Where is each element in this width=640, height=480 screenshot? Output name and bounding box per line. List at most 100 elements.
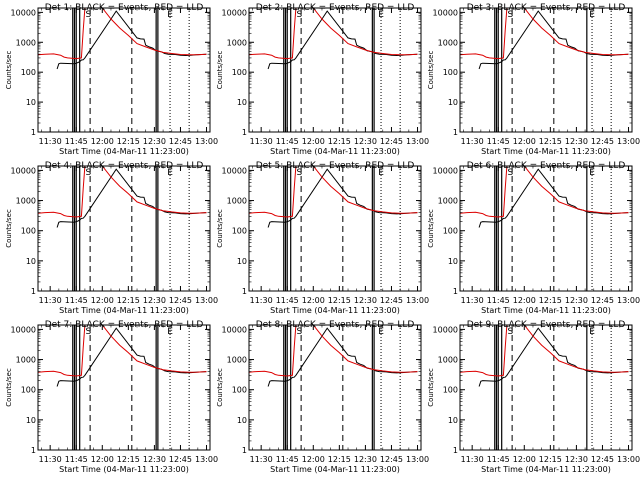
x-tick-label: 12:30 bbox=[354, 137, 377, 146]
x-tick-label: 12:00 bbox=[302, 296, 325, 305]
y-tick-label: 10000 bbox=[433, 325, 458, 334]
x-tick-label: 12:15 bbox=[539, 137, 562, 146]
y-tick-label: 1 bbox=[31, 446, 36, 455]
x-tick-label: 11:30 bbox=[461, 137, 484, 146]
panel-title: Det 6: BLACK = Events, RED = LLD bbox=[467, 161, 626, 171]
series-events-line bbox=[478, 168, 629, 228]
x-tick-label: 12:45 bbox=[591, 137, 614, 146]
marker-s: S bbox=[86, 327, 92, 337]
panel-title: Det 2: BLACK = Events, RED = LLD bbox=[256, 3, 415, 13]
marker-s: S bbox=[508, 327, 514, 337]
y-axis-label: Counts/sec bbox=[427, 51, 435, 90]
x-tick-label: 12:45 bbox=[591, 455, 614, 464]
x-tick-label: 11:45 bbox=[65, 137, 88, 146]
panel-title: Det 8: BLACK = Events, RED = LLD bbox=[256, 320, 415, 330]
x-tick-label: 12:15 bbox=[539, 296, 562, 305]
plot-frame bbox=[37, 7, 211, 133]
panel-title: Det 5: BLACK = Events, RED = LLD bbox=[256, 161, 415, 171]
marker-s: S bbox=[297, 168, 303, 178]
x-tick-label: 11:30 bbox=[39, 455, 62, 464]
series-lld-line bbox=[459, 7, 629, 60]
y-tick-label: 100 bbox=[443, 227, 458, 236]
y-axis-label: Counts/sec bbox=[5, 51, 13, 90]
marker-e: E bbox=[378, 168, 384, 178]
x-tick-label: 11:30 bbox=[461, 455, 484, 464]
y-tick-label: 1 bbox=[453, 287, 458, 296]
y-tick-label: 10000 bbox=[222, 325, 247, 334]
marker-e: E bbox=[589, 168, 595, 178]
x-axis-label: Start Time (04-Mar-11 11:23:00) bbox=[270, 147, 400, 156]
marker-e: E bbox=[589, 327, 595, 337]
x-tick-label: 13:00 bbox=[195, 296, 218, 305]
x-tick-label: 12:30 bbox=[143, 296, 166, 305]
x-axis-label: Start Time (04-Mar-11 11:23:00) bbox=[59, 465, 189, 474]
x-tick-label: 12:45 bbox=[591, 296, 614, 305]
x-tick-label: 13:00 bbox=[195, 455, 218, 464]
y-tick-label: 10000 bbox=[222, 8, 247, 17]
y-tick-label: 1 bbox=[453, 128, 458, 137]
x-tick-label: 12:00 bbox=[91, 455, 114, 464]
series-lld-line bbox=[459, 324, 629, 377]
y-tick-label: 10000 bbox=[433, 8, 458, 17]
y-tick-label: 1000 bbox=[438, 356, 458, 365]
y-tick-label: 100 bbox=[443, 386, 458, 395]
series-lld-line bbox=[459, 165, 629, 218]
y-tick-label: 1 bbox=[31, 287, 36, 296]
x-tick-label: 12:30 bbox=[354, 296, 377, 305]
y-tick-label: 10000 bbox=[11, 325, 36, 334]
x-tick-label: 13:00 bbox=[195, 137, 218, 146]
x-tick-label: 12:00 bbox=[91, 137, 114, 146]
y-tick-label: 1000 bbox=[16, 197, 36, 206]
x-axis-label: Start Time (04-Mar-11 11:23:00) bbox=[481, 465, 611, 474]
x-tick-label: 13:00 bbox=[406, 296, 429, 305]
y-axis-label: Counts/sec bbox=[427, 209, 435, 248]
x-tick-label: 11:30 bbox=[250, 455, 273, 464]
x-tick-label: 12:15 bbox=[117, 455, 140, 464]
y-tick-label: 100 bbox=[443, 68, 458, 77]
x-tick-label: 12:45 bbox=[380, 296, 403, 305]
y-tick-label: 10 bbox=[448, 98, 458, 107]
x-tick-label: 11:45 bbox=[65, 455, 88, 464]
x-axis-label: Start Time (04-Mar-11 11:23:00) bbox=[481, 306, 611, 315]
marker-e: E bbox=[167, 168, 173, 178]
series-events-line bbox=[56, 168, 207, 228]
x-tick-label: 12:30 bbox=[143, 455, 166, 464]
x-tick-label: 11:45 bbox=[276, 296, 299, 305]
y-tick-label: 1 bbox=[242, 446, 247, 455]
y-tick-label: 1 bbox=[242, 128, 247, 137]
x-axis-label: Start Time (04-Mar-11 11:23:00) bbox=[270, 465, 400, 474]
y-tick-label: 10000 bbox=[11, 8, 36, 17]
y-tick-label: 100 bbox=[21, 386, 36, 395]
x-tick-label: 11:45 bbox=[276, 455, 299, 464]
y-tick-label: 100 bbox=[232, 227, 247, 236]
series-lld-line bbox=[37, 165, 207, 218]
marker-e: E bbox=[589, 10, 595, 20]
y-axis-label: Counts/sec bbox=[427, 368, 435, 407]
marker-s: S bbox=[508, 168, 514, 178]
x-tick-label: 12:45 bbox=[169, 455, 192, 464]
marker-e: E bbox=[167, 10, 173, 20]
x-tick-label: 11:45 bbox=[487, 137, 510, 146]
panel-title: Det 7: BLACK = Events, RED = LLD bbox=[45, 320, 204, 330]
marker-s: S bbox=[297, 327, 303, 337]
y-tick-label: 1000 bbox=[16, 38, 36, 47]
y-tick-label: 10 bbox=[237, 257, 247, 266]
x-tick-label: 12:15 bbox=[328, 296, 351, 305]
series-events-line bbox=[56, 327, 207, 387]
y-tick-label: 100 bbox=[232, 68, 247, 77]
plot-frame bbox=[459, 165, 633, 292]
y-tick-label: 1 bbox=[453, 446, 458, 455]
plot-frame bbox=[37, 165, 211, 292]
y-axis-label: Counts/sec bbox=[5, 368, 13, 407]
x-tick-label: 13:00 bbox=[406, 137, 429, 146]
x-tick-label: 11:45 bbox=[487, 296, 510, 305]
x-tick-label: 11:30 bbox=[461, 296, 484, 305]
x-tick-label: 11:45 bbox=[65, 296, 88, 305]
y-tick-label: 10 bbox=[237, 416, 247, 425]
x-tick-label: 12:45 bbox=[380, 455, 403, 464]
y-axis-label: Counts/sec bbox=[216, 51, 224, 90]
